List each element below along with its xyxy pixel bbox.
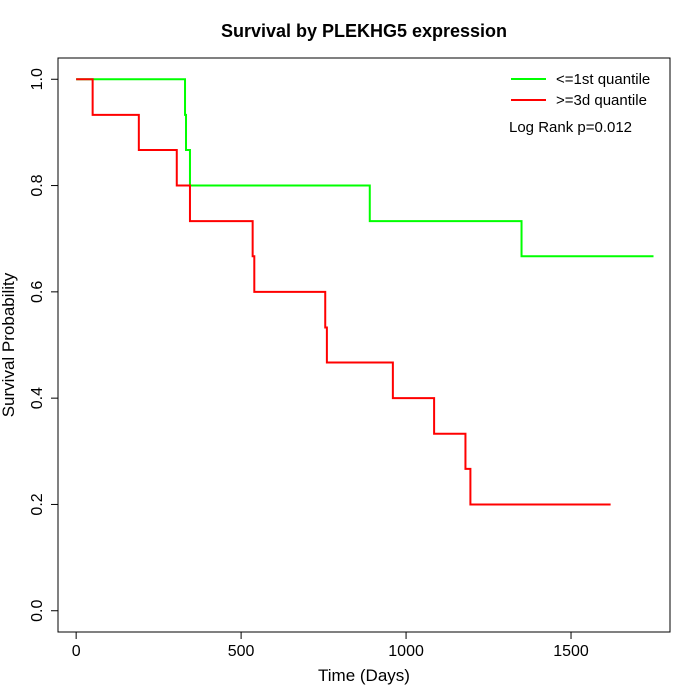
legend-label-1: <=1st quantile — [556, 71, 650, 88]
chart-title: Survival by PLEKHG5 expression — [221, 21, 507, 41]
series-layer — [76, 78, 654, 506]
y-axis-label: Survival Probability — [0, 272, 18, 417]
series-line-2 — [76, 78, 611, 506]
y-tick-label: 0.0 — [29, 600, 46, 622]
y-tick-label: 0.2 — [29, 493, 46, 515]
legend: <=1st quantile >=3d quantile — [511, 71, 650, 109]
x-tick-label: 1500 — [553, 643, 589, 660]
y-tick-label: 0.6 — [29, 281, 46, 303]
x-tick-label: 1000 — [388, 643, 424, 660]
y-tick-label: 0.8 — [29, 174, 46, 196]
x-tick-label: 0 — [72, 643, 81, 660]
plot-frame — [57, 57, 671, 633]
x-axis: 0 500 1000 1500 — [72, 631, 589, 660]
x-axis-label: Time (Days) — [318, 666, 410, 685]
y-axis: 0.0 0.2 0.4 0.6 0.8 1.0 — [29, 68, 59, 622]
legend-label-2: >=3d quantile — [556, 92, 647, 109]
x-tick-label: 500 — [228, 643, 255, 660]
y-tick-label: 0.4 — [29, 387, 46, 409]
y-tick-label: 1.0 — [29, 68, 46, 90]
series-line-1 — [76, 78, 654, 258]
log-rank-annotation: Log Rank p=0.012 — [509, 119, 632, 136]
